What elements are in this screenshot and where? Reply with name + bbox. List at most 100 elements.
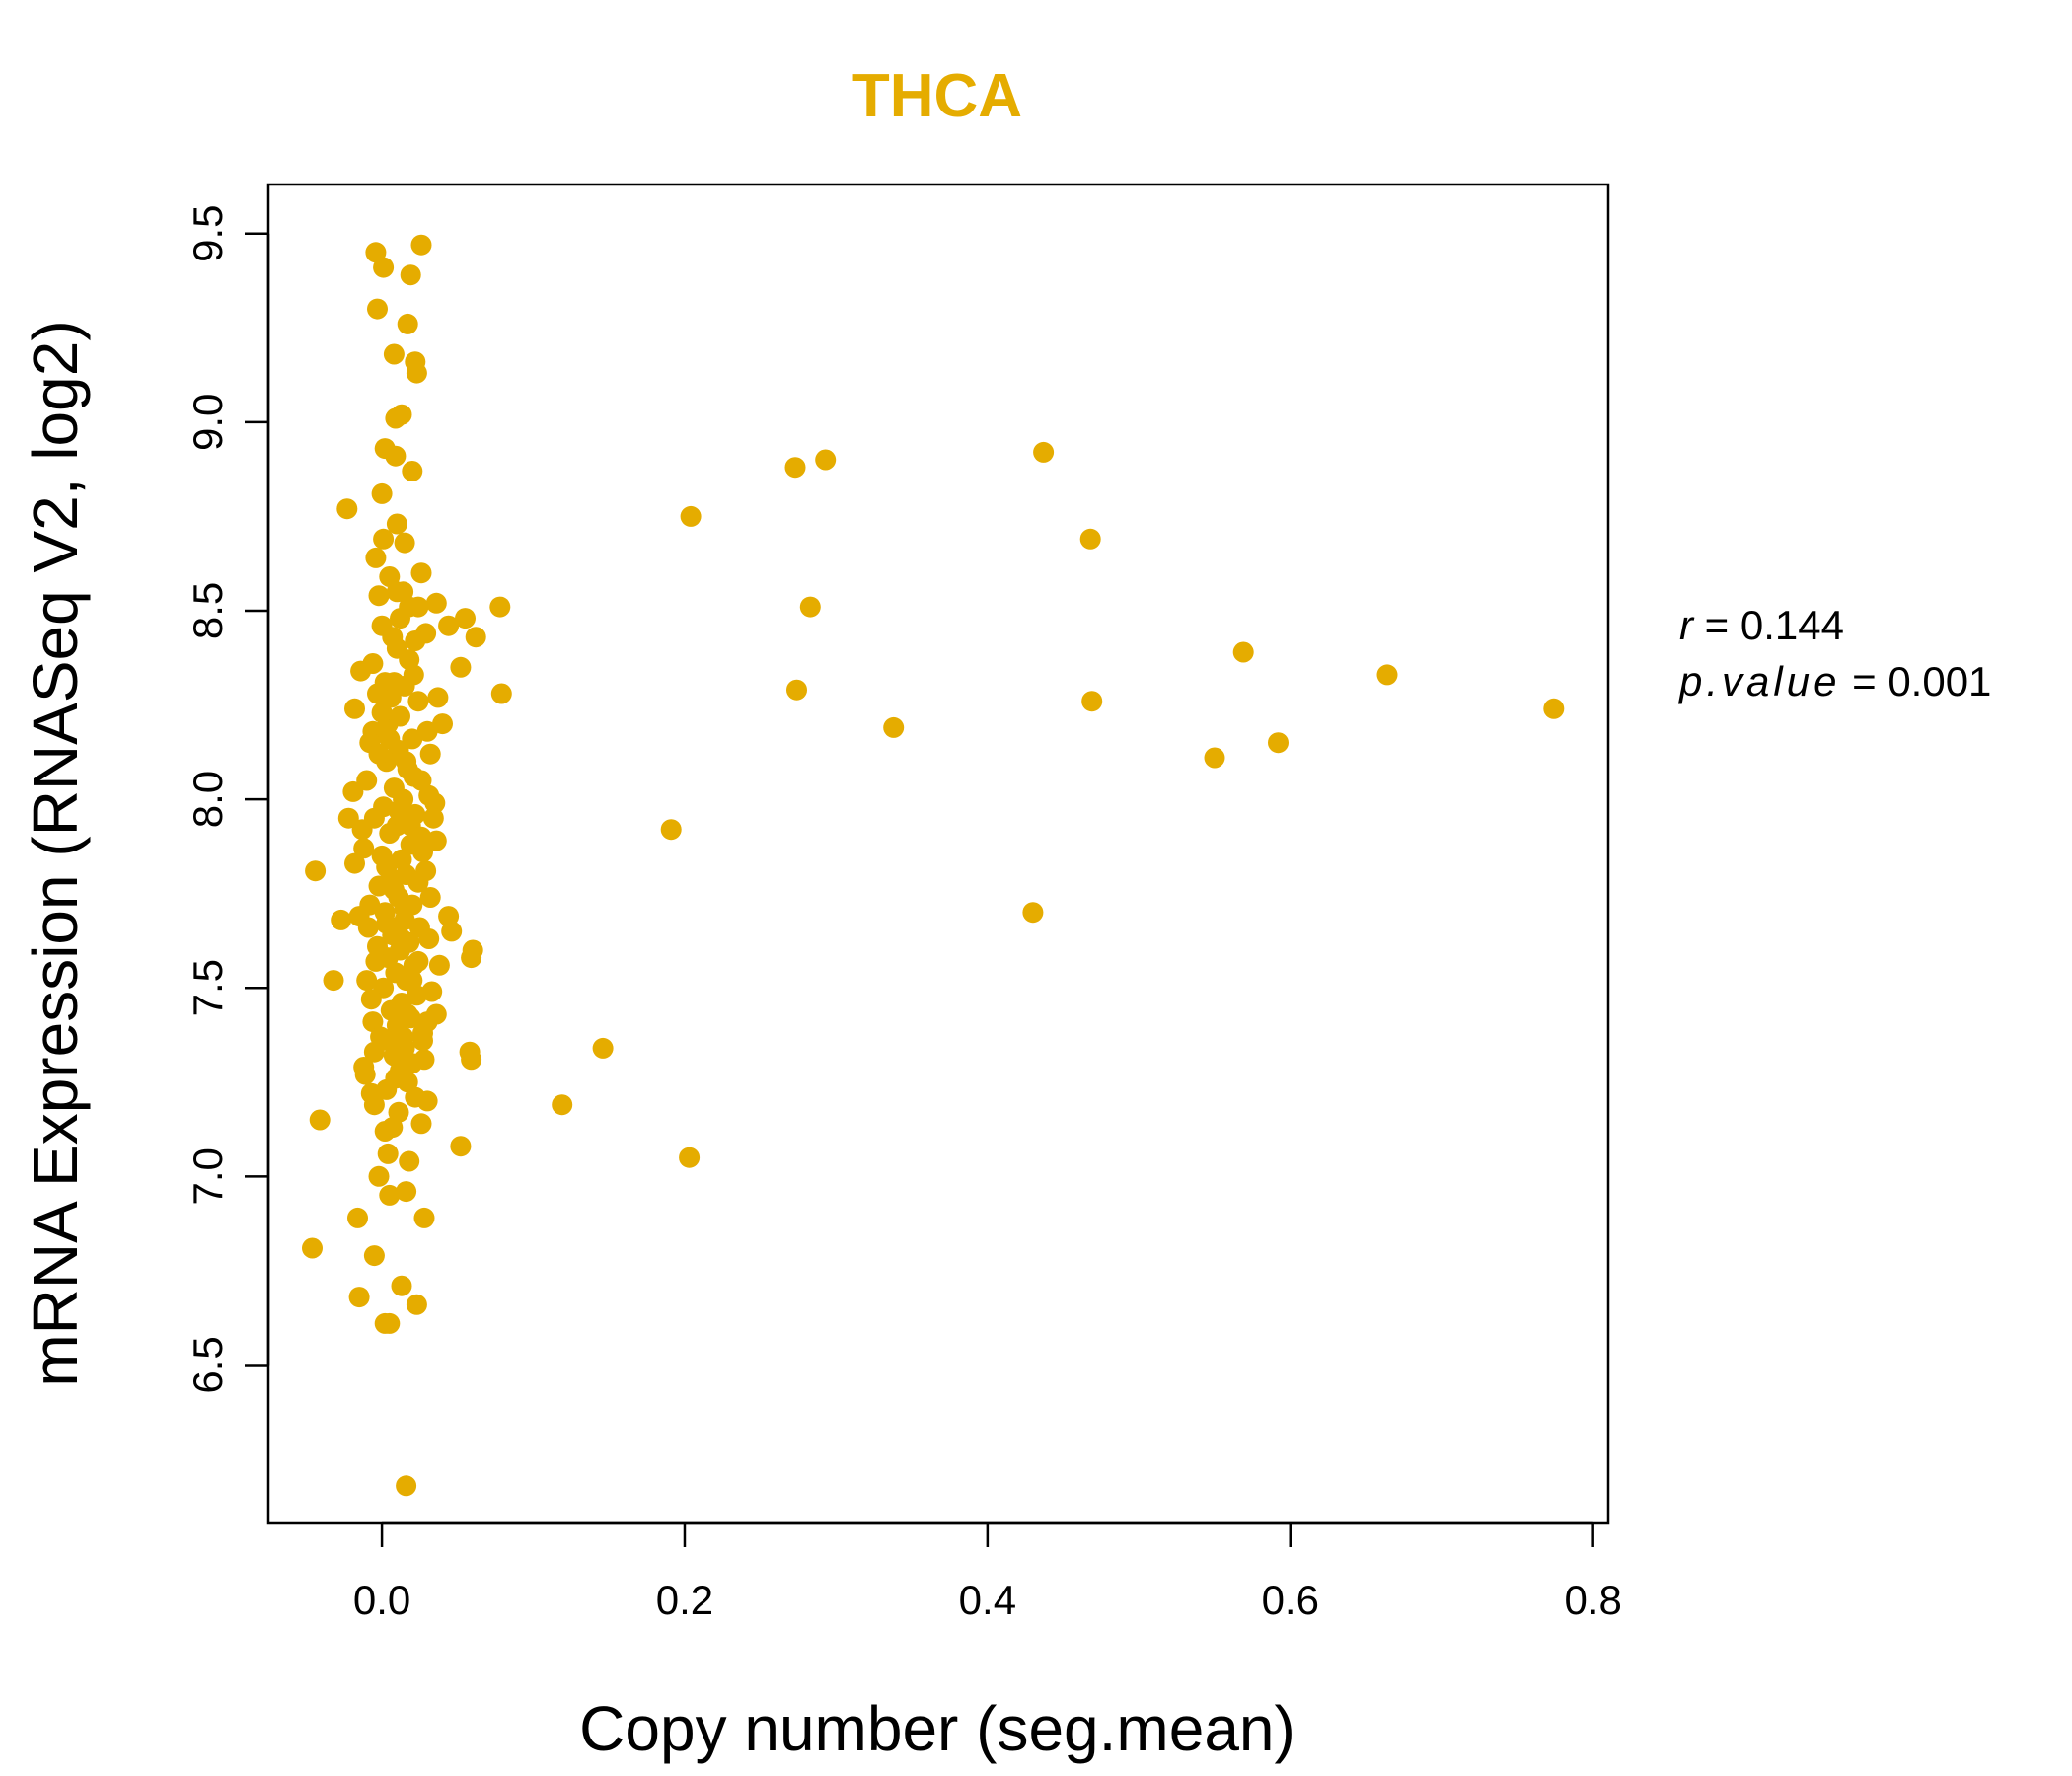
x-tick-label-2: 0.4 — [959, 1577, 1016, 1623]
r-label: r — [1679, 602, 1695, 648]
data-point-6 — [1232, 641, 1254, 663]
chart-title: THCA — [852, 62, 1022, 130]
data-point-17 — [552, 1094, 573, 1116]
x-tick-label-1: 0.2 — [656, 1577, 713, 1623]
data-point-181 — [418, 928, 440, 949]
data-point-89 — [368, 1165, 390, 1187]
y-tick-label-4: 8.5 — [185, 582, 231, 639]
data-point-56 — [371, 482, 393, 504]
data-point-10 — [786, 679, 807, 701]
data-point-159 — [356, 770, 378, 791]
data-point-173 — [356, 970, 378, 992]
data-point-205 — [403, 766, 424, 787]
data-point-91 — [396, 1181, 417, 1203]
data-point-193 — [380, 867, 402, 889]
y-tick-label-5: 9.0 — [185, 394, 231, 451]
data-point-58 — [386, 513, 407, 535]
p-stat: p.value = 0.001 — [1677, 658, 1991, 704]
data-point-24 — [450, 656, 472, 678]
data-point-38 — [461, 1049, 482, 1071]
x-tick-label-4: 0.8 — [1564, 1577, 1621, 1623]
data-point-27 — [425, 592, 447, 614]
data-point-73 — [344, 698, 365, 719]
data-point-92 — [399, 1150, 420, 1172]
data-point-185 — [419, 887, 441, 908]
data-point-40 — [413, 1207, 435, 1228]
data-point-154 — [405, 1086, 426, 1108]
data-point-34 — [461, 947, 482, 969]
r-value: 0.144 — [1740, 602, 1844, 648]
data-point-156 — [382, 1117, 404, 1139]
data-point-170 — [351, 819, 373, 841]
data-point-186 — [422, 807, 444, 829]
x-axis: 0.0 0.2 0.4 0.6 0.8 — [353, 1521, 1622, 1623]
data-point-12 — [1268, 732, 1289, 754]
data-point-79 — [331, 909, 352, 930]
data-point-88 — [377, 1143, 399, 1164]
data-point-22 — [455, 608, 476, 629]
y-tick-label-1: 7.0 — [185, 1147, 231, 1205]
data-point-13 — [1204, 747, 1225, 769]
data-point-94 — [302, 1237, 323, 1259]
x-axis-label: Copy number (seg.mean) — [579, 1693, 1295, 1764]
data-point-64 — [336, 498, 358, 520]
data-point-206 — [394, 898, 415, 920]
data-point-199 — [379, 728, 401, 750]
data-point-62 — [365, 242, 387, 263]
points-layer — [302, 234, 1565, 1497]
data-point-46 — [410, 234, 432, 256]
data-point-120 — [379, 823, 401, 844]
data-point-85 — [309, 1109, 331, 1131]
data-point-165 — [360, 989, 382, 1010]
data-point-168 — [362, 653, 384, 674]
data-point-195 — [397, 1003, 418, 1025]
data-point-23 — [438, 615, 460, 636]
data-point-57 — [394, 532, 415, 554]
data-point-14 — [660, 819, 682, 841]
data-point-122 — [412, 842, 433, 863]
data-point-179 — [418, 784, 440, 806]
y-tick-label-2: 7.5 — [185, 959, 231, 1016]
plot-frame — [266, 183, 1610, 1525]
data-point-188 — [399, 596, 420, 618]
data-point-189 — [382, 627, 404, 648]
data-point-32 — [441, 921, 463, 942]
data-point-21 — [465, 627, 486, 648]
data-point-184 — [413, 1049, 435, 1071]
data-point-77 — [344, 852, 365, 874]
p-label: p.value — [1677, 658, 1840, 704]
data-point-18 — [679, 1147, 701, 1168]
data-point-68 — [368, 585, 390, 607]
data-point-163 — [357, 917, 379, 938]
data-point-86 — [363, 1094, 385, 1116]
data-point-95 — [363, 1245, 385, 1267]
data-point-164 — [365, 950, 387, 972]
data-point-48 — [397, 313, 418, 334]
data-point-2 — [784, 457, 806, 479]
r-stat: r = 0.144 — [1679, 602, 1844, 648]
y-tick-label-0: 6.5 — [185, 1336, 231, 1393]
data-point-7 — [1376, 664, 1398, 686]
data-point-16 — [592, 1037, 614, 1059]
data-point-171 — [359, 894, 381, 916]
data-point-97 — [391, 1275, 412, 1296]
data-point-39 — [450, 1136, 472, 1157]
data-point-107 — [407, 691, 429, 712]
data-point-183 — [416, 1011, 438, 1033]
data-point-4 — [1079, 528, 1101, 550]
data-point-35 — [428, 954, 450, 976]
data-point-194 — [407, 950, 429, 972]
data-point-90 — [379, 1184, 401, 1206]
data-point-200 — [402, 970, 423, 992]
data-point-75 — [342, 780, 364, 802]
data-point-8 — [1543, 698, 1565, 719]
data-point-60 — [383, 343, 405, 365]
data-point-3 — [1033, 441, 1055, 463]
data-point-202 — [383, 672, 405, 694]
data-point-15 — [1022, 902, 1044, 924]
data-point-169 — [368, 743, 390, 765]
data-point-78 — [305, 860, 327, 882]
p-equals: = — [1852, 658, 1887, 704]
r-equals: = — [1705, 602, 1740, 648]
